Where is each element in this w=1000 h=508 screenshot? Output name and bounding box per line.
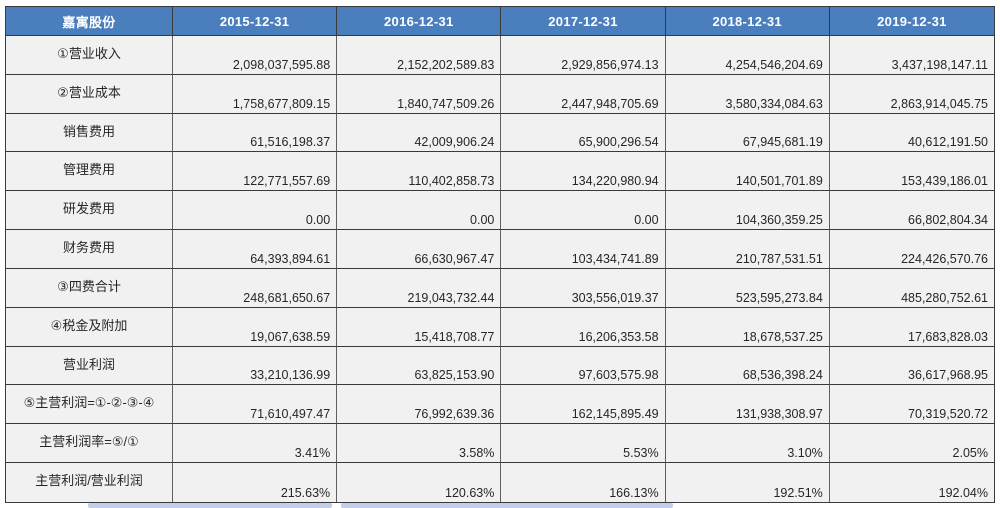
value-cell: 3.41% — [173, 424, 338, 464]
row-label: 研发费用 — [6, 191, 173, 231]
value-cell: 19,067,638.59 — [173, 307, 338, 347]
value-cell: 1,758,677,809.15 — [173, 74, 338, 114]
table-row: 研发费用 0.00 0.00 0.00 104,360,359.25 66,802,804… — [6, 191, 994, 231]
value-cell: 18,678,537.25 — [665, 307, 830, 347]
row-label: 管理费用 — [6, 152, 173, 192]
table-row: ④税金及附加 19,067,638.59 15,418,708.77 16,206,3… — [6, 307, 994, 347]
value-cell: 131,938,308.97 — [665, 385, 830, 425]
row-label: ③四费合计 — [6, 268, 173, 308]
value-cell: 103,434,741.89 — [501, 230, 666, 269]
bottom-highlight-strip — [341, 503, 673, 508]
value-cell: 192.51% — [665, 463, 830, 502]
table-row: 主营利润/营业利润 215.63% 120.63% 166.13% 192.51% 192… — [6, 463, 994, 502]
value-cell: 1,840,747,509.26 — [337, 74, 502, 114]
value-cell: 122,771,557.69 — [173, 152, 338, 192]
value-cell: 61,516,198.37 — [173, 113, 338, 153]
row-label: 财务费用 — [6, 230, 173, 269]
value-cell: 134,220,980.94 — [501, 152, 666, 192]
value-cell: 3.10% — [665, 424, 830, 464]
row-label: 主营利润率=⑤/① — [6, 424, 173, 464]
value-cell: 16,206,353.58 — [501, 307, 666, 347]
value-cell: 303,556,019.37 — [501, 268, 666, 308]
value-cell: 40,612,191.50 — [829, 113, 994, 153]
value-cell: 0.00 — [173, 191, 338, 231]
value-cell: 97,603,575.98 — [501, 346, 666, 386]
value-cell: 68,536,398.24 — [665, 346, 830, 386]
value-cell: 67,945,681.19 — [665, 113, 830, 153]
row-label: 营业利润 — [6, 346, 173, 386]
value-cell: 162,145,895.49 — [501, 385, 666, 425]
value-cell: 17,683,828.03 — [829, 307, 994, 347]
row-label: 销售费用 — [6, 113, 173, 153]
value-cell: 2,929,856,974.13 — [501, 36, 666, 75]
value-cell: 2.05% — [829, 424, 994, 464]
financial-table: 嘉寓股份 2015-12-31 2016-12-31 2017-12-31 2018-… — [5, 6, 995, 503]
row-label: ②营业成本 — [6, 74, 173, 114]
row-label: ⑤主营利润=①-②-③-④ — [6, 385, 173, 425]
value-cell: 523,595,273.84 — [665, 268, 830, 308]
value-cell: 66,630,967.47 — [337, 230, 502, 269]
value-cell: 66,802,804.34 — [829, 191, 994, 231]
corner-header-cell: 嘉寓股份 — [6, 7, 173, 36]
value-cell: 0.00 — [501, 191, 666, 231]
value-cell: 110,402,858.73 — [337, 152, 502, 192]
value-cell: 71,610,497.47 — [173, 385, 338, 425]
value-cell: 36,617,968.95 — [829, 346, 994, 386]
value-cell: 485,280,752.61 — [829, 268, 994, 308]
value-cell: 76,992,639.36 — [337, 385, 502, 425]
value-cell: 210,787,531.51 — [665, 230, 830, 269]
value-cell: 3,580,334,084.63 — [665, 74, 830, 114]
value-cell: 2,863,914,045.75 — [829, 74, 994, 114]
row-label: ①营业收入 — [6, 36, 173, 75]
table-row: 财务费用 64,393,894.61 66,630,967.47 103,434,74… — [6, 230, 994, 269]
value-cell: 4,254,546,204.69 — [665, 36, 830, 75]
value-cell: 5.53% — [501, 424, 666, 464]
value-cell: 70,319,520.72 — [829, 385, 994, 425]
value-cell: 3,437,198,147.11 — [829, 36, 994, 75]
table-body: ①营业收入 2,098,037,595.88 2,152,202,589.83 2,9… — [6, 36, 994, 502]
column-header-2017-12-31: 2017-12-31 — [501, 7, 666, 36]
value-cell: 140,501,701.89 — [665, 152, 830, 192]
table-row: 销售费用 61,516,198.37 42,009,906.24 65,900,296… — [6, 113, 994, 153]
value-cell: 224,426,570.76 — [829, 230, 994, 269]
value-cell: 3.58% — [337, 424, 502, 464]
row-label: 主营利润/营业利润 — [6, 463, 173, 502]
table-row: 主营利润率=⑤/① 3.41% 3.58% 5.53% 3.10% 2.05% — [6, 424, 994, 464]
value-cell: 215.63% — [173, 463, 338, 502]
value-cell: 248,681,650.67 — [173, 268, 338, 308]
column-header-2019-12-31: 2019-12-31 — [829, 7, 994, 36]
table-row: 管理费用 122,771,557.69 110,402,858.73 134,220,… — [6, 152, 994, 192]
value-cell: 219,043,732.44 — [337, 268, 502, 308]
value-cell: 0.00 — [337, 191, 502, 231]
value-cell: 2,152,202,589.83 — [337, 36, 502, 75]
table-row: ①营业收入 2,098,037,595.88 2,152,202,589.83 2,9… — [6, 36, 994, 75]
table-row: ⑤主营利润=①-②-③-④ 71,610,497.47 76,992,639.36 1… — [6, 385, 994, 425]
value-cell: 2,447,948,705.69 — [501, 74, 666, 114]
value-cell: 153,439,186.01 — [829, 152, 994, 192]
value-cell: 104,360,359.25 — [665, 191, 830, 231]
value-cell: 166.13% — [501, 463, 666, 502]
table-row: 营业利润 33,210,136.99 63,825,153.90 97,603,575… — [6, 346, 994, 386]
value-cell: 65,900,296.54 — [501, 113, 666, 153]
table-row: ②营业成本 1,758,677,809.15 1,840,747,509.26 2,4… — [6, 74, 994, 114]
column-header-2018-12-31: 2018-12-31 — [665, 7, 830, 36]
bottom-highlight-strip — [88, 503, 332, 508]
value-cell: 192.04% — [829, 463, 994, 502]
value-cell: 63,825,153.90 — [337, 346, 502, 386]
value-cell: 2,098,037,595.88 — [173, 36, 338, 75]
column-header-2016-12-31: 2016-12-31 — [337, 7, 502, 36]
column-header-2015-12-31: 2015-12-31 — [173, 7, 338, 36]
value-cell: 64,393,894.61 — [173, 230, 338, 269]
value-cell: 15,418,708.77 — [337, 307, 502, 347]
row-label: ④税金及附加 — [6, 307, 173, 347]
table-row: ③四费合计 248,681,650.67 219,043,732.44 303,556… — [6, 268, 994, 308]
value-cell: 120.63% — [337, 463, 502, 502]
value-cell: 42,009,906.24 — [337, 113, 502, 153]
table-header-row: 嘉寓股份 2015-12-31 2016-12-31 2017-12-31 2018-… — [6, 7, 994, 36]
value-cell: 33,210,136.99 — [173, 346, 338, 386]
